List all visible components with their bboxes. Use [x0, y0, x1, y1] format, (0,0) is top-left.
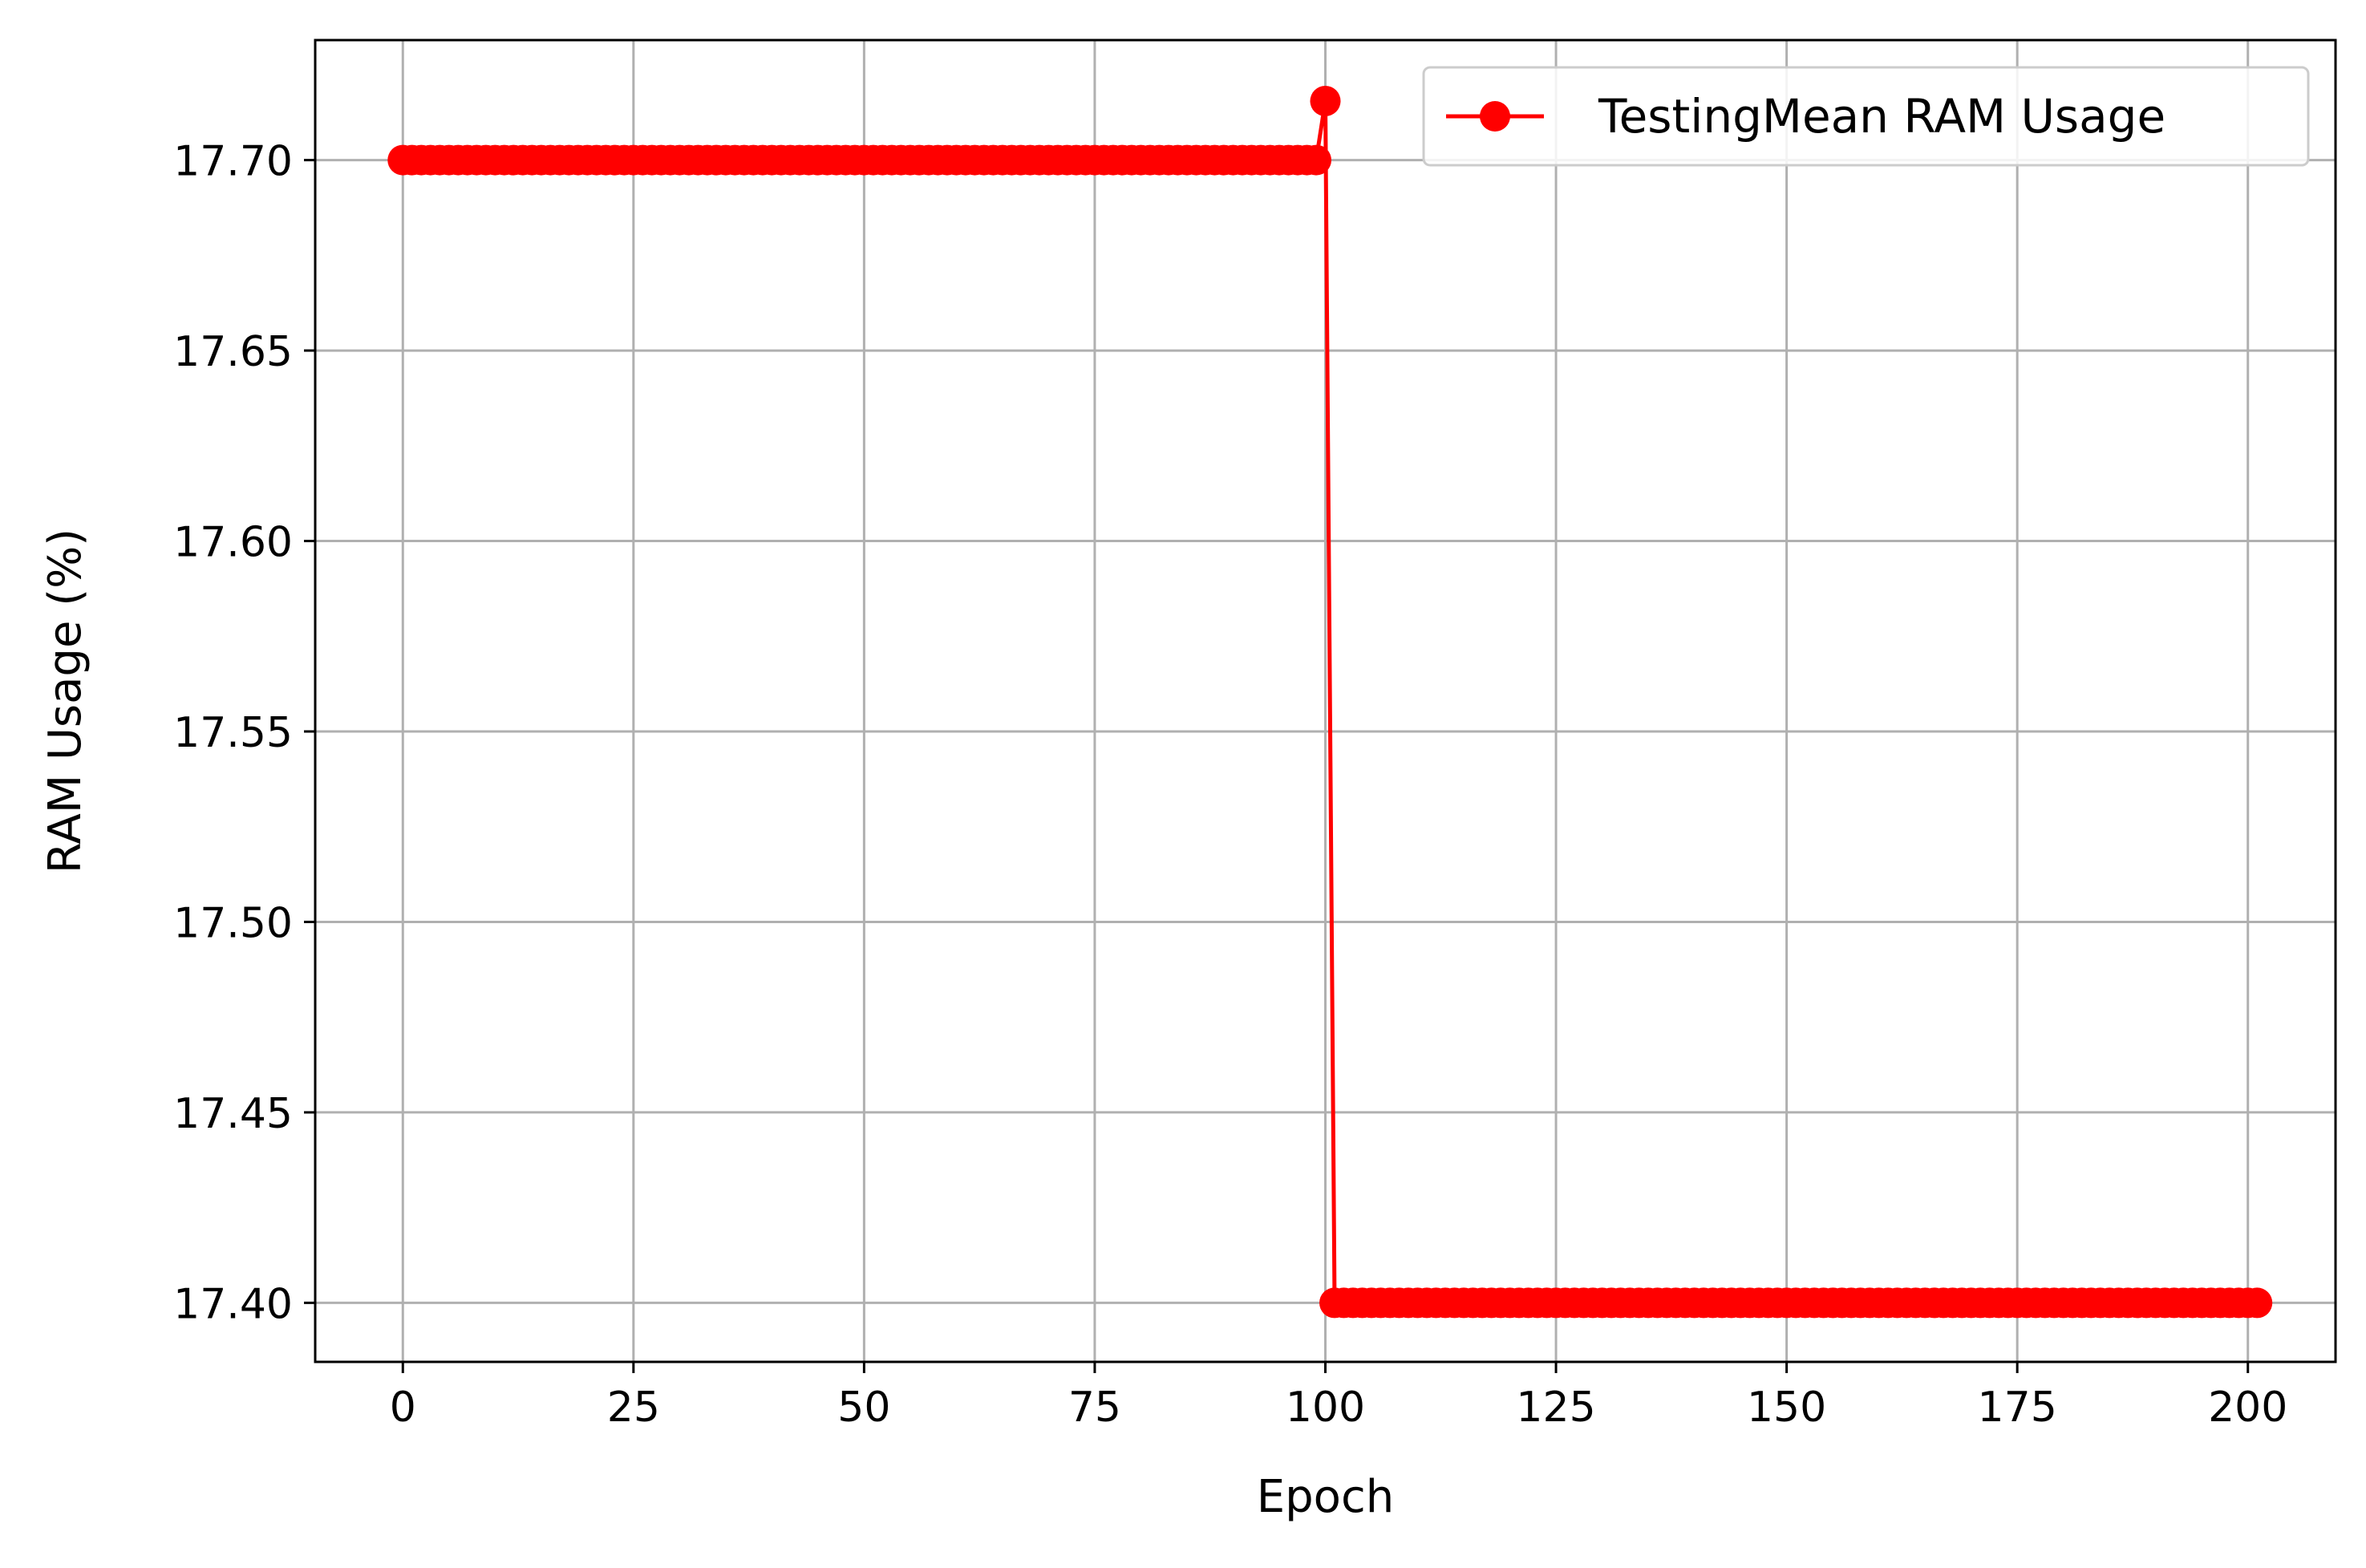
x-tick-label: 50 [837, 1384, 890, 1432]
y-axis-label: RAM Usage (%) [39, 529, 91, 873]
x-tick-label: 125 [1516, 1384, 1595, 1432]
grid [315, 40, 2336, 1362]
series-layer [387, 85, 2273, 1319]
x-tick-label: 200 [2208, 1384, 2287, 1432]
y-tick-label: 17.45 [173, 1090, 293, 1138]
y-axis-ticks: 17.40 17.45 17.50 17.55 17.60 17.65 17.70 [173, 138, 315, 1328]
y-tick-label: 17.70 [173, 138, 293, 186]
x-tick-label: 150 [1747, 1384, 1826, 1432]
series-line [403, 99, 2258, 1305]
x-tick-label: 175 [1978, 1384, 2057, 1432]
y-tick-label: 17.55 [173, 709, 293, 757]
y-tick-label: 17.40 [173, 1280, 293, 1328]
x-tick-label: 100 [1286, 1384, 1365, 1432]
data-point [2242, 1287, 2273, 1319]
x-tick-label: 75 [1068, 1384, 1121, 1432]
x-axis-ticks: 0 25 50 75 100 125 150 175 200 [390, 1362, 2287, 1432]
x-tick-label: 0 [390, 1384, 416, 1432]
data-point [1300, 144, 1331, 176]
data-point [1310, 85, 1341, 116]
y-tick-label: 17.65 [173, 328, 293, 376]
legend-label: TestingMean RAM Usage [1598, 89, 2165, 144]
y-tick-label: 17.60 [173, 519, 293, 567]
x-tick-label: 25 [607, 1384, 660, 1432]
legend: TestingMean RAM Usage [1422, 66, 2310, 167]
x-axis-label: Epoch [1257, 1471, 1394, 1523]
y-tick-label: 17.50 [173, 899, 293, 947]
legend-marker-swatch [1480, 101, 1510, 132]
legend-box [1422, 66, 2310, 167]
